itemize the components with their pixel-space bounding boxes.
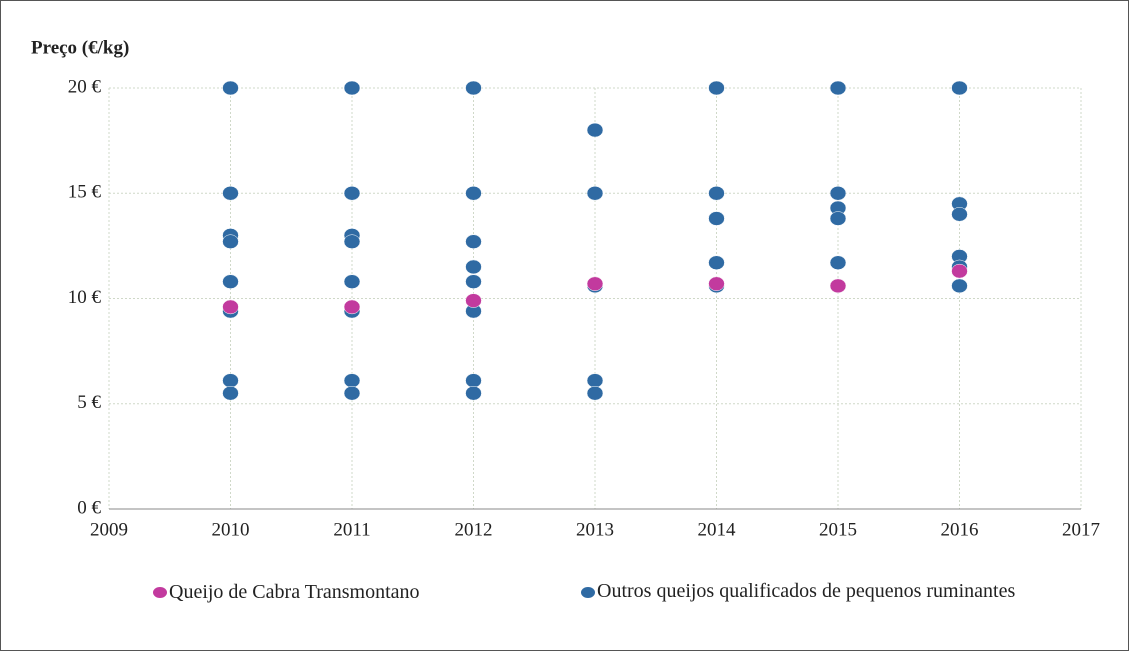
point	[708, 211, 725, 226]
point	[951, 278, 968, 294]
point	[222, 274, 239, 289]
x-tick-label: 2017	[1062, 519, 1100, 540]
point	[829, 186, 847, 201]
y-tick-label: 15 €	[68, 182, 102, 203]
y-tick-label: 5 €	[77, 392, 101, 413]
x-tick-label: 2009	[90, 519, 128, 540]
point	[708, 186, 725, 201]
point	[465, 186, 482, 201]
y-tick-label: 20 €	[68, 76, 102, 97]
point	[343, 186, 361, 201]
point	[222, 234, 239, 249]
x-tick-label: 2011	[333, 519, 370, 540]
x-tick-label: 2016	[941, 519, 979, 540]
point	[951, 207, 968, 222]
point	[465, 293, 482, 308]
point	[222, 80, 239, 96]
point	[586, 186, 604, 201]
point	[222, 186, 239, 201]
point	[829, 278, 847, 294]
x-tick-label: 2012	[455, 519, 493, 540]
x-tick-label: 2015	[819, 519, 857, 540]
x-tick-label: 2013	[576, 519, 614, 540]
point	[222, 299, 239, 315]
point	[343, 274, 361, 289]
legend-item: Queijo de Cabra Transmontano	[153, 581, 420, 604]
point	[951, 80, 968, 96]
chart-title: Preço (€/kg)	[31, 37, 129, 58]
point	[829, 211, 847, 226]
point	[222, 385, 239, 401]
y-tick-label: 0 €	[77, 497, 101, 518]
legend-swatch	[581, 587, 595, 598]
point	[343, 299, 361, 315]
point	[829, 80, 847, 96]
point	[222, 373, 239, 388]
point	[465, 373, 482, 388]
point	[708, 80, 725, 96]
legend-swatch	[153, 587, 167, 598]
x-tick-label: 2010	[212, 519, 250, 540]
legend-label: Queijo de Cabra Transmontano	[169, 581, 420, 603]
x-tick-label: 2014	[698, 519, 737, 540]
point	[586, 385, 604, 401]
point	[343, 234, 361, 249]
legend-label: Outros queijos qualificados de pequenos …	[597, 580, 1016, 602]
point	[465, 80, 482, 96]
point	[465, 259, 482, 275]
point	[951, 263, 968, 279]
point	[343, 373, 361, 388]
point	[586, 373, 604, 388]
y-tick-label: 10 €	[68, 287, 102, 308]
point	[708, 255, 725, 270]
point	[586, 122, 604, 138]
legend-item: Outros queijos qualificados de pequenos …	[581, 580, 1041, 604]
point	[708, 276, 725, 292]
point	[343, 80, 361, 96]
point	[465, 385, 482, 401]
point	[465, 274, 482, 289]
point	[343, 385, 361, 401]
point	[586, 276, 604, 292]
point	[465, 234, 482, 249]
point	[829, 255, 847, 270]
